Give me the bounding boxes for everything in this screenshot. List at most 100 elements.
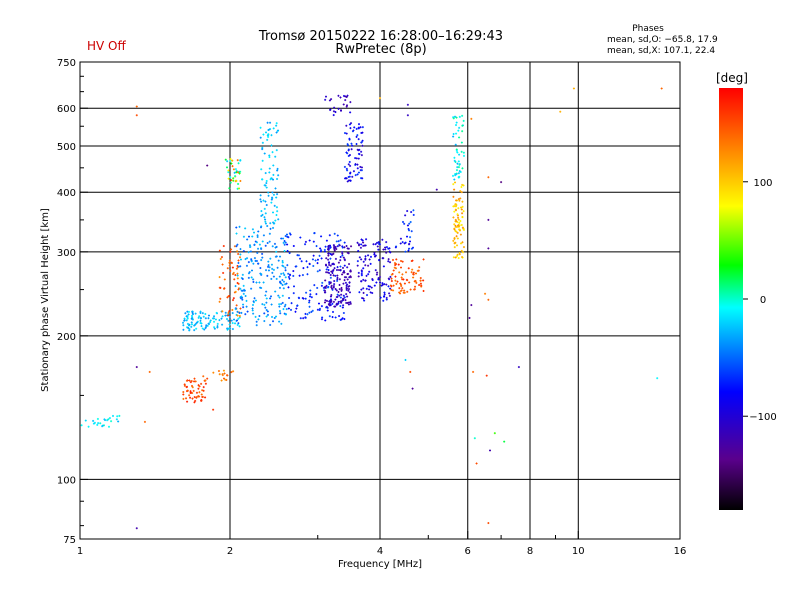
- data-point: [248, 235, 251, 238]
- data-point: [272, 173, 275, 176]
- data-point: [407, 267, 410, 270]
- data-point: [308, 299, 311, 302]
- data-point: [248, 244, 251, 247]
- data-point: [327, 258, 330, 261]
- data-point: [268, 232, 271, 235]
- data-point: [394, 275, 397, 278]
- data-point: [212, 371, 215, 374]
- data-point: [227, 177, 230, 180]
- data-point: [251, 303, 254, 306]
- data-point: [197, 316, 200, 319]
- data-point: [324, 95, 327, 98]
- data-point: [236, 171, 239, 174]
- data-point: [308, 262, 311, 265]
- data-point: [281, 301, 284, 304]
- data-point: [338, 278, 341, 281]
- data-point: [250, 287, 253, 290]
- data-point: [456, 225, 459, 228]
- data-point: [339, 239, 342, 242]
- data-point: [237, 288, 240, 291]
- data-point: [403, 222, 406, 225]
- data-point: [361, 144, 364, 147]
- data-point: [330, 294, 333, 297]
- data-point: [238, 225, 241, 228]
- data-point: [195, 321, 198, 324]
- stats-x-mode: mean, sd,X: 107.1, 22.4: [607, 46, 715, 56]
- x-tick-label: 2: [227, 546, 233, 557]
- data-point: [277, 218, 280, 221]
- data-point: [408, 222, 411, 225]
- data-point: [475, 462, 478, 465]
- x-tick-label: 6: [465, 546, 471, 557]
- data-point: [401, 278, 404, 281]
- data-point: [359, 246, 362, 249]
- data-point: [282, 287, 285, 290]
- data-point: [458, 126, 461, 129]
- data-point: [473, 437, 476, 440]
- data-point: [365, 274, 368, 277]
- data-point: [335, 248, 338, 251]
- data-point: [310, 310, 313, 313]
- data-point: [461, 205, 464, 208]
- data-point: [185, 397, 188, 400]
- data-point: [272, 178, 275, 181]
- data-point: [341, 273, 344, 276]
- data-point: [343, 276, 346, 279]
- data-point: [267, 129, 270, 132]
- data-point: [455, 132, 458, 135]
- data-point: [193, 396, 196, 399]
- data-point: [270, 303, 273, 306]
- data-point: [462, 228, 465, 231]
- data-point: [204, 313, 207, 316]
- data-point: [191, 310, 194, 313]
- data-point: [275, 196, 278, 199]
- data-point: [412, 276, 415, 279]
- data-point: [334, 298, 337, 301]
- data-point: [404, 358, 407, 361]
- data-point: [349, 302, 352, 305]
- data-point: [268, 167, 271, 170]
- data-point: [385, 298, 388, 301]
- data-point: [266, 225, 269, 228]
- data-point: [237, 317, 240, 320]
- data-point: [238, 187, 241, 190]
- data-point: [308, 301, 311, 304]
- data-point: [340, 109, 343, 112]
- data-point: [460, 208, 463, 211]
- data-point: [219, 257, 222, 260]
- data-point: [263, 216, 266, 219]
- data-point: [410, 230, 413, 233]
- data-point: [332, 252, 335, 255]
- data-point: [270, 263, 273, 266]
- data-point: [270, 198, 273, 201]
- data-point: [455, 148, 458, 151]
- data-point: [255, 259, 258, 262]
- data-point: [328, 315, 331, 318]
- data-point: [247, 276, 250, 279]
- data-point: [218, 249, 221, 252]
- data-point: [319, 247, 322, 250]
- data-point: [135, 527, 138, 530]
- data-point: [364, 257, 367, 260]
- data-point: [345, 124, 348, 127]
- data-point: [312, 254, 315, 257]
- data-point: [339, 268, 342, 271]
- data-point: [232, 179, 235, 182]
- data-point: [458, 199, 461, 202]
- data-point: [247, 251, 250, 254]
- data-point: [364, 258, 367, 261]
- data-point: [388, 247, 391, 250]
- data-point: [191, 318, 194, 321]
- data-point: [191, 386, 194, 389]
- data-point: [278, 296, 281, 299]
- data-point: [345, 287, 348, 290]
- data-point: [387, 260, 390, 263]
- data-point: [239, 265, 242, 268]
- data-point: [345, 288, 348, 291]
- data-point: [193, 323, 196, 326]
- data-point: [359, 126, 362, 129]
- data-point: [395, 258, 398, 261]
- data-point: [342, 256, 345, 259]
- data-point: [246, 238, 249, 241]
- data-point: [341, 254, 344, 257]
